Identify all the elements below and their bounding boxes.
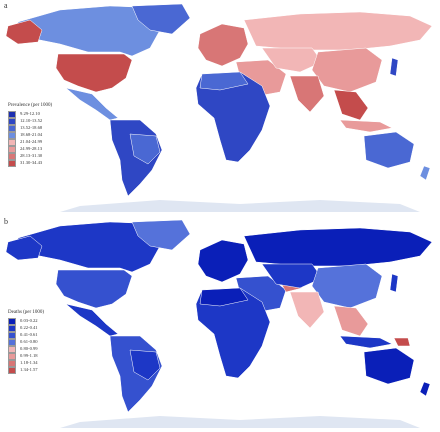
legend-swatch <box>8 111 16 118</box>
legend-item: 1.34-1.57 <box>8 367 44 374</box>
legend-rows: 0.03-0.22 0.22-0.41 0.41-0.61 0.61-0.80 0.80… <box>8 318 44 374</box>
legend-label: 0.03-0.22 <box>20 318 38 324</box>
north-africa-region <box>199 287 249 307</box>
legend-item: 18.68-21.04 <box>8 132 52 139</box>
legend-swatch <box>8 146 16 153</box>
south-asia-region <box>289 75 325 113</box>
legend-swatch <box>8 339 16 346</box>
south-asia-region <box>289 291 325 329</box>
legend-label: 12.10-13.52 <box>20 118 43 124</box>
europe-region <box>197 23 249 67</box>
legend-label: 1.34-1.57 <box>20 367 38 373</box>
greenland-region <box>131 219 191 251</box>
mexico-central-america-region <box>65 303 119 337</box>
africa-region <box>195 71 271 163</box>
legend-label: 18.68-21.04 <box>20 132 43 138</box>
europe-region <box>197 239 249 283</box>
legend-swatch <box>8 132 16 139</box>
north-africa-region <box>199 71 249 91</box>
legend-swatch <box>8 139 16 146</box>
new-zealand-region <box>419 381 431 397</box>
legend-swatch <box>8 125 16 132</box>
prevalence-map-panel: a Prevalence (per 1000) 9.29-12.10 12.10-… <box>4 1 433 212</box>
indonesia-region <box>339 119 393 133</box>
legend-swatch <box>8 346 16 353</box>
legend-swatch <box>8 325 16 332</box>
usa-region <box>55 269 133 309</box>
legend-title: Deaths (per 1000) <box>8 310 45 315</box>
mexico-central-america-region <box>65 87 119 121</box>
legend-label: 0.22-0.41 <box>20 325 38 331</box>
prevalence-world-map <box>5 3 433 212</box>
china-region <box>311 47 383 93</box>
deaths-legend: Deaths (per 1000) 0.03-0.22 0.22-0.41 0.41… <box>8 310 44 374</box>
legend-item: 0.22-0.41 <box>8 325 44 332</box>
alaska-region <box>5 235 43 261</box>
australia-region <box>363 347 415 385</box>
legend-label: 0.80-0.99 <box>20 346 38 352</box>
australia-region <box>363 131 415 169</box>
papua-new-guinea-region <box>393 337 411 347</box>
china-region <box>311 263 383 309</box>
indonesia-region <box>339 335 393 349</box>
legend-item: 0.41-0.61 <box>8 332 44 339</box>
greenland-region <box>131 3 191 35</box>
africa-region <box>195 287 271 379</box>
southeast-asia-region <box>333 89 369 121</box>
panel-letter-a: a <box>4 1 8 10</box>
south-america-east-region <box>129 133 161 165</box>
legend-swatch <box>8 353 16 360</box>
legend-item: 13.52-18.68 <box>8 125 52 132</box>
legend-label: 1.18-1.34 <box>20 360 38 366</box>
legend-item: 1.18-1.34 <box>8 360 44 367</box>
legend-item: 0.61-0.80 <box>8 339 44 346</box>
legend-rows: 9.29-12.10 12.10-13.52 13.52-18.68 18.68-21… <box>8 111 52 167</box>
legend-label: 0.41-0.61 <box>20 332 38 338</box>
legend-swatch <box>8 153 16 160</box>
central-asia-region <box>261 47 323 73</box>
new-zealand-region <box>419 165 431 181</box>
legend-swatch <box>8 318 16 325</box>
legend-label: 13.52-18.68 <box>20 125 43 131</box>
legend-item: 24.99-28.13 <box>8 146 52 153</box>
panel-letter-b: b <box>4 217 8 226</box>
deaths-map-panel: b Deaths (per 1000) 0.03-0.22 0.22-0.41 0.… <box>0 216 440 432</box>
russia-region <box>243 11 433 51</box>
legend-label: 21.04-24.99 <box>20 139 43 145</box>
south-america-east-region <box>129 349 161 381</box>
legend-label: 0.99-1.18 <box>20 353 38 359</box>
legend-label: 9.29-12.10 <box>20 111 40 117</box>
central-asia-region <box>261 263 323 289</box>
japan-region <box>389 57 399 77</box>
legend-item: 0.03-0.22 <box>8 318 44 325</box>
legend-item: 12.10-13.52 <box>8 118 52 125</box>
antarctica-region <box>60 200 420 212</box>
deaths-world-map <box>5 219 433 428</box>
prevalence-legend: Prevalence (per 1000) 9.29-12.10 12.10-13… <box>8 103 52 167</box>
legend-item: 28.13-31.30 <box>8 153 52 160</box>
legend-item: 0.99-1.18 <box>8 353 44 360</box>
legend-swatch <box>8 118 16 125</box>
russia-region <box>243 227 433 267</box>
legend-title: Prevalence (per 1000) <box>8 103 53 108</box>
legend-item: 21.04-24.99 <box>8 139 52 146</box>
legend-label: 31.30-34.43 <box>20 160 43 166</box>
southeast-asia-region <box>333 305 369 337</box>
legend-label: 0.61-0.80 <box>20 339 38 345</box>
legend-item: 0.80-0.99 <box>8 346 44 353</box>
legend-label: 24.99-28.13 <box>20 146 43 152</box>
legend-swatch <box>8 367 16 374</box>
legend-item: 9.29-12.10 <box>8 111 52 118</box>
legend-swatch <box>8 332 16 339</box>
legend-swatch <box>8 160 16 167</box>
legend-label: 28.13-31.30 <box>20 153 43 159</box>
legend-item: 31.30-34.43 <box>8 160 52 167</box>
antarctica-region <box>60 416 420 428</box>
usa-region <box>55 53 133 93</box>
alaska-region <box>5 19 43 45</box>
legend-swatch <box>8 360 16 367</box>
japan-region <box>389 273 399 293</box>
